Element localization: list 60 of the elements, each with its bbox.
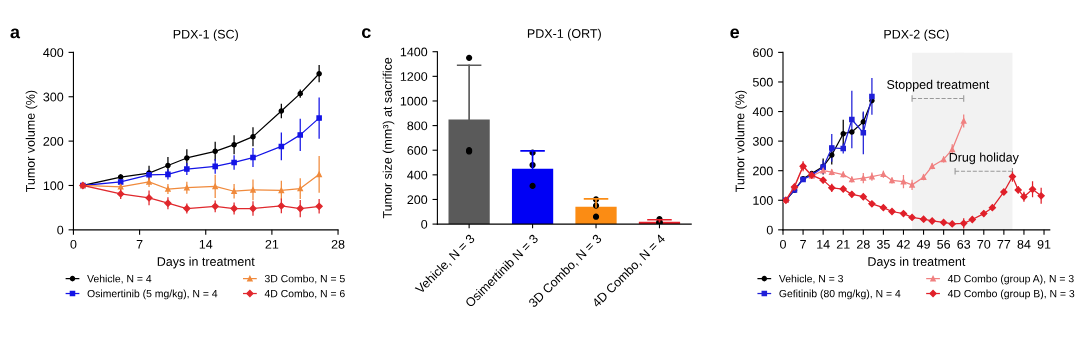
- y-tick-label: 0: [766, 225, 773, 235]
- y-tick-label: 600: [753, 48, 773, 58]
- band-label: Drug holiday: [949, 152, 1019, 165]
- x-axis-title: Days in treatment: [157, 256, 255, 269]
- x-tick-label: 70: [977, 239, 991, 249]
- x-tick-label: 49: [916, 239, 930, 249]
- x-tick-label: 28: [331, 239, 345, 249]
- y-axis-title: Tumor volume (%): [25, 90, 38, 192]
- text: a: [10, 28, 21, 39]
- legend-label: 4D Combo, N = 6: [264, 289, 345, 299]
- x-tick-label: 84: [1017, 239, 1031, 249]
- y-tick-label: 600: [407, 146, 428, 155]
- x-tick-label: 56: [937, 239, 951, 249]
- band-label: Stopped treatment: [887, 79, 990, 92]
- x-tick-label: 35: [876, 239, 890, 249]
- y-tick-label: 0: [421, 219, 428, 229]
- y-tick-label: 200: [43, 136, 64, 146]
- legend-label: Osimertinib (5 mg/kg), N = 4: [87, 289, 218, 300]
- y-tick-label: 1400: [400, 47, 428, 57]
- chart-title: PDX-2 (SC): [884, 29, 949, 42]
- x-tick-label: 14: [199, 240, 213, 249]
- y-axis-title: Tumor volume (%): [735, 90, 747, 192]
- x-tick-label: 21: [265, 239, 279, 249]
- y-tick-label: 1000: [400, 96, 428, 106]
- x-tick-label: 63: [957, 239, 971, 249]
- chart-title: PDX-1 (ORT): [527, 28, 601, 41]
- x-tick-label: 7: [800, 240, 806, 249]
- legend-label: Vehicle, N = 3: [778, 274, 843, 284]
- legend-label: 3D Combo, N = 5: [264, 274, 345, 284]
- legend-label: Gefitinib (80 mg/kg), N = 4: [779, 289, 901, 300]
- y-tick-label: 400: [752, 107, 773, 117]
- x-tick-label: 21: [836, 239, 850, 249]
- x-tick-label: 42: [896, 239, 910, 249]
- y-tick-label: 400: [407, 170, 428, 180]
- chart-title: PDX-1 (SC): [173, 29, 238, 42]
- y-tick-label: 200: [407, 195, 428, 205]
- y-tick-label: 300: [43, 92, 64, 102]
- y-tick-label: 300: [752, 136, 773, 146]
- text: c: [361, 28, 371, 39]
- x-tick-label: 0: [70, 239, 77, 249]
- y-tick-label: 400: [43, 48, 64, 58]
- legend-label: 4D Combo (group A), N = 3: [947, 274, 1074, 285]
- x-axis-title: Days in treatment: [868, 256, 966, 269]
- y-tick-label: 500: [752, 77, 773, 87]
- text: e: [730, 28, 740, 39]
- x-tick-label: 77: [997, 240, 1011, 249]
- x-tick-label: 28: [856, 239, 870, 249]
- x-tick-label: 91: [1037, 239, 1051, 249]
- y-tick-label: 100: [753, 196, 773, 205]
- y-tick-label: 1200: [400, 72, 428, 81]
- y-axis-title: Tumor size (mm³) at sacrifice: [382, 57, 395, 219]
- y-tick-label: 200: [753, 166, 773, 176]
- y-tick-label: 800: [407, 121, 428, 131]
- x-tick-label: 7: [136, 240, 143, 249]
- y-tick-label: 0: [57, 225, 64, 235]
- y-tick-label: 100: [43, 181, 64, 191]
- x-tick-label: 14: [817, 240, 830, 249]
- x-tick-label: 0: [780, 239, 786, 249]
- legend-label: 4D Combo (group B), N = 3: [947, 289, 1075, 300]
- legend-label: Vehicle, N = 4: [87, 274, 152, 284]
